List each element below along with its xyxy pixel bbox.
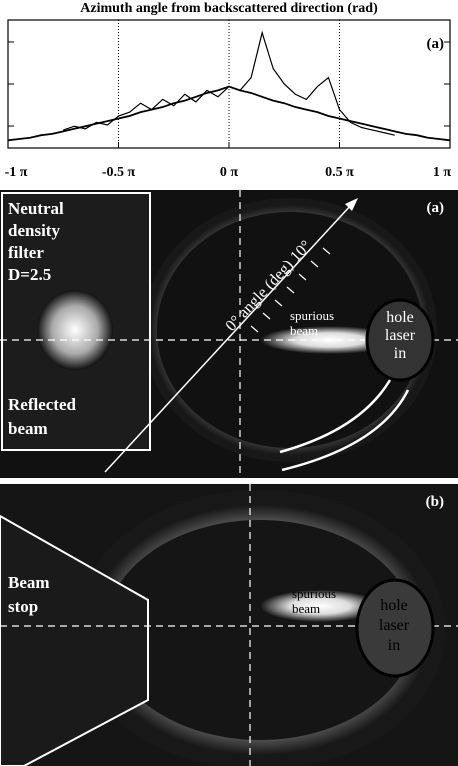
x-tick-label: -0.5 π: [102, 165, 136, 180]
x-tick-label: -1 π: [5, 165, 28, 180]
chart-title: Azimuth angle from backscattered directi…: [80, 1, 378, 16]
panel-label: (a): [427, 200, 445, 216]
x-tick-label: 0.5 π: [325, 165, 354, 180]
panel-label: (b): [426, 494, 444, 510]
figure: Azimuth angle from backscattered directi…: [0, 0, 458, 766]
annotation: (a): [427, 36, 445, 52]
x-tick-label: 1 π: [433, 165, 452, 180]
x-tick-label: 0 π: [220, 165, 239, 180]
